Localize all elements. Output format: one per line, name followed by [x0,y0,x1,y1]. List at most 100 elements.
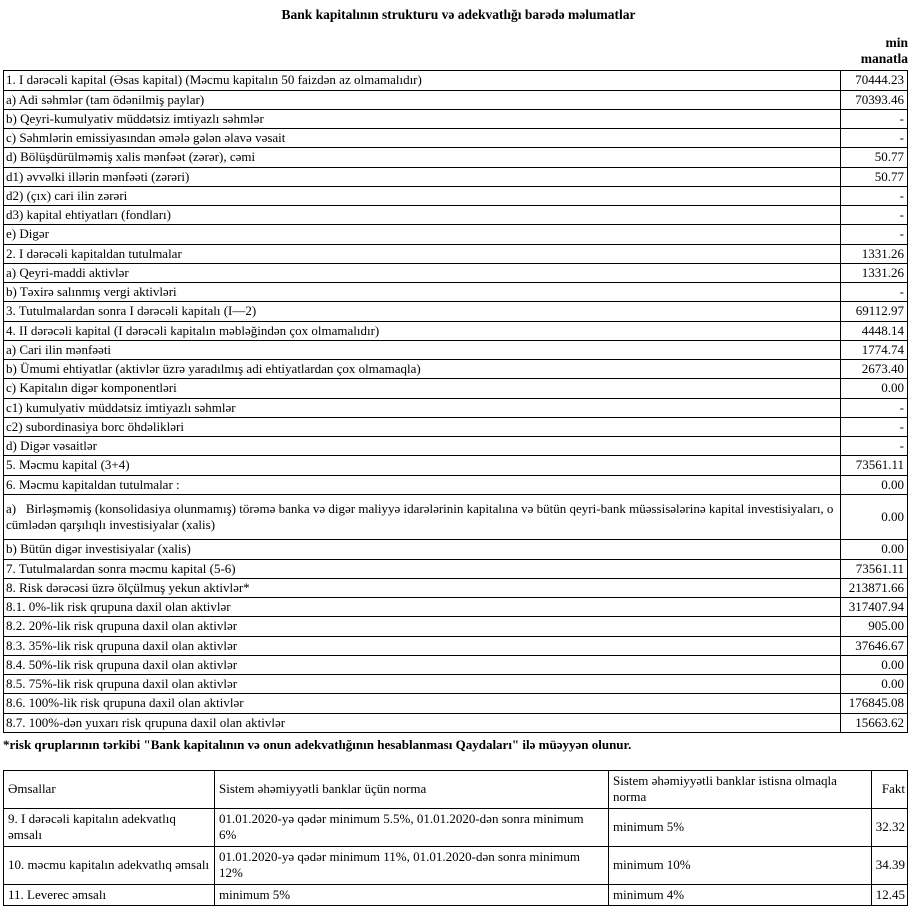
row-value: 69112.97 [840,301,908,322]
row-value: - [840,224,908,245]
table-row: 8.2. 20%-lik risk qrupuna daxil olan akt… [3,616,908,637]
unit-label: min manatla [860,35,908,67]
row-label: 8.1. 0%-lik risk qrupuna daxil olan akti… [3,597,841,618]
row-label: 5. Məcmu kapital (3+4) [3,455,841,476]
row-label: 8.7. 100%-dən yuxarı risk qrupuna daxil … [3,712,841,733]
table-row: d3) kapital ehtiyatları (fondları) - [3,205,908,226]
fact-value: 12.45 [871,883,908,907]
fact-value: 32.32 [871,807,908,847]
table-row: 8.4. 50%-lik risk qrupuna daxil olan akt… [3,654,908,676]
row-value: 1331.26 [840,243,908,264]
table-row: d) Digər vəsaitlər - [3,436,908,457]
row-value: 50.77 [840,147,908,168]
row-value: 0.00 [840,493,908,541]
row-value: 1331.26 [840,262,908,284]
row-value: - [840,185,908,207]
ratios-row: 10. məcmu kapitalın adekvatlıq əmsalı 01… [3,845,908,885]
row-value: 317407.94 [840,597,908,618]
table-row: a) Qeyri-maddi aktivlər 1331.26 [3,262,908,284]
table-row: d2) (çıx) cari ilin zərəri - [3,185,908,207]
row-label: d1) əvvəlki illərin mənfəəti (zərəri) [3,166,841,187]
systemic-norm-value: 01.01.2020-yə qədər minimum 5.5%, 01.01.… [214,807,609,847]
ratios-row: 11. Leverec əmsalı minimum 5% minimum 4%… [3,883,908,907]
table-row: c) Kapitalın digər komponentləri 0.00 [3,378,908,399]
non-systemic-norm-value: minimum 4% [608,883,872,907]
table-row: c2) subordinasiya borc öhdəlikləri - [3,416,908,438]
header-non-systemic-norm: Sistem əhəmiyyətli banklar istisna olmaq… [608,769,872,809]
table-row: d) Bölüşdürülməmiş xalis mənfəət (zərər)… [3,147,908,168]
table-row: 2. I dərəcəli kapitaldan tutulmalar 1331… [3,243,908,264]
row-label: 8.5. 75%-lik risk qrupuna daxil olan akt… [3,674,841,695]
coefficient-name: 9. I dərəcəli kapitalın adekvatlıq əmsal… [3,807,215,847]
row-label: 8.6. 100%-lik risk qrupuna daxil olan ak… [3,693,841,714]
coefficient-name: 11. Leverec əmsalı [3,883,215,907]
row-label: c) Səhmlərin emissiyasından əmələ gələn … [3,128,841,149]
row-label: 7. Tutulmalardan sonra məcmu kapital (5-… [3,558,841,579]
row-label: d2) (çıx) cari ilin zərəri [3,185,841,207]
table-row: 8.6. 100%-lik risk qrupuna daxil olan ak… [3,693,908,714]
table-row: e) Digər - [3,224,908,245]
table-row: c1) kumulyativ müddətsiz imtiyazlı səhml… [3,397,908,418]
row-value: 4448.14 [840,320,908,341]
row-label: b) Təxirə salınmış vergi aktivləri [3,282,841,303]
row-value: - [840,416,908,438]
row-label: 1. I dərəcəli kapital (Əsas kapital) (Mə… [3,70,841,91]
row-value: - [840,128,908,149]
row-label: 6. Məcmu kapitaldan tutulmalar : [3,474,841,495]
table-row: 8.3. 35%-lik risk qrupuna daxil olan akt… [3,635,908,656]
row-label: a) Adi səhmlər (tam ödənilmiş paylar) [3,89,841,110]
row-value: 73561.11 [840,558,908,579]
row-value: 0.00 [840,674,908,695]
row-label: a) Birləşməmiş (konsolidasiya olunmamış)… [3,493,841,541]
ratios-table: Əmsallar Sistem əhəmiyyətli banklar üçün… [3,769,908,907]
row-label: d) Bölüşdürülməmiş xalis mənfəət (zərər)… [3,147,841,168]
row-value: - [840,282,908,303]
row-label: 4. II dərəcəli kapital (I dərəcəli kapit… [3,320,841,341]
fact-value: 34.39 [871,845,908,885]
row-label: 8. Risk dərəcəsi üzrə ölçülmuş yekun akt… [3,577,841,599]
table-row: 8.7. 100%-dən yuxarı risk qrupuna daxil … [3,712,908,733]
row-label: 8.4. 50%-lik risk qrupuna daxil olan akt… [3,654,841,676]
row-label: c) Kapitalın digər komponentləri [3,378,841,399]
row-value: 0.00 [840,474,908,495]
row-label: 2. I dərəcəli kapitaldan tutulmalar [3,243,841,264]
row-value: - [840,205,908,226]
table-row: a) Birləşməmiş (konsolidasiya olunmamış)… [3,493,908,541]
ratios-header-row: Əmsallar Sistem əhəmiyyətli banklar üçün… [3,769,908,809]
row-label: 3. Tutulmalardan sonra I dərəcəli kapita… [3,301,841,322]
row-value: 37646.67 [840,635,908,656]
row-label: e) Digər [3,224,841,245]
table-row: b) Bütün digər investisiyalar (xalis) 0.… [3,539,908,560]
row-label: c1) kumulyativ müddətsiz imtiyazlı səhml… [3,397,841,418]
table-row: b) Ümumi ehtiyatlar (aktivlər üzrə yarad… [3,359,908,380]
row-value: 0.00 [840,539,908,560]
non-systemic-norm-value: minimum 5% [608,807,872,847]
capital-structure-table: 1. I dərəcəli kapital (Əsas kapital) (Mə… [3,70,908,733]
row-value: - [840,397,908,418]
row-label: d) Digər vəsaitlər [3,436,841,457]
row-value: 1774.74 [840,339,908,361]
table-row: 4. II dərəcəli kapital (I dərəcəli kapit… [3,320,908,341]
row-value: 905.00 [840,616,908,637]
table-row: 7. Tutulmalardan sonra məcmu kapital (5-… [3,558,908,579]
table-row: 8.5. 75%-lik risk qrupuna daxil olan akt… [3,674,908,695]
row-label: b) Bütün digər investisiyalar (xalis) [3,539,841,560]
row-value: 0.00 [840,378,908,399]
row-label: a) Qeyri-maddi aktivlər [3,262,841,284]
row-value: 70444.23 [840,70,908,91]
row-label: c2) subordinasiya borc öhdəlikləri [3,416,841,438]
table-row: b) Təxirə salınmış vergi aktivləri - [3,282,908,303]
coefficient-name: 10. məcmu kapitalın adekvatlıq əmsalı [3,845,215,885]
table-row: 5. Məcmu kapital (3+4) 73561.11 [3,455,908,476]
row-value: 213871.66 [840,577,908,599]
header-systemic-norm: Sistem əhəmiyyətli banklar üçün norma [214,769,609,809]
row-value: 2673.40 [840,359,908,380]
row-label: 8.3. 35%-lik risk qrupuna daxil olan akt… [3,635,841,656]
table-row: 8.1. 0%-lik risk qrupuna daxil olan akti… [3,597,908,618]
row-value: 0.00 [840,654,908,676]
header-fact: Fakt [871,769,908,809]
row-label: a) Cari ilin mənfəəti [3,339,841,361]
table-row: b) Qeyri-kumulyativ müddətsiz imtiyazlı … [3,108,908,130]
row-value: - [840,436,908,457]
